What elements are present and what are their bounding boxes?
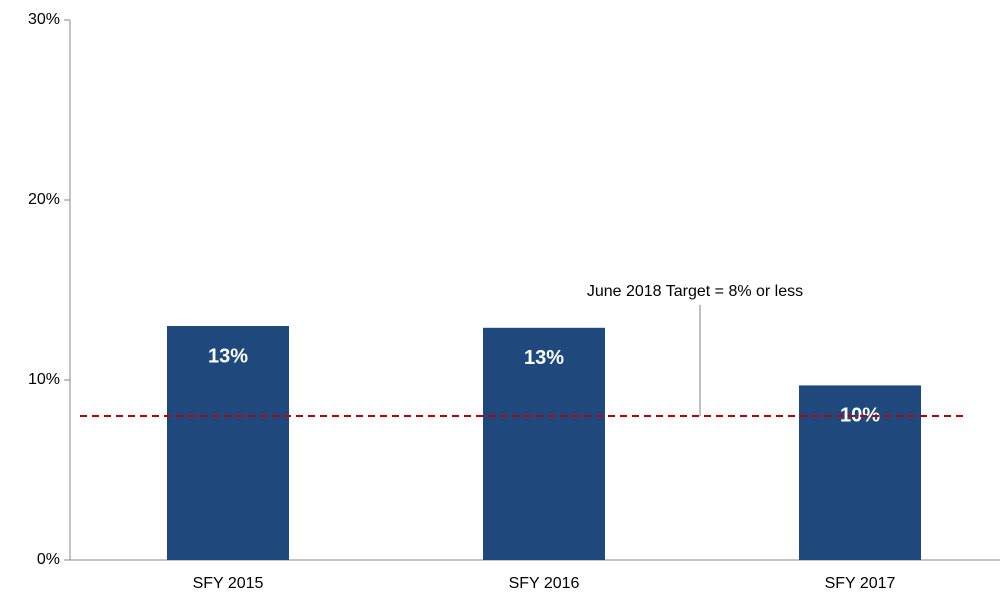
x-tick-label: SFY 2015: [193, 575, 264, 592]
annotation: June 2018 Target = 8% or less: [587, 283, 803, 300]
data-label: 13%: [524, 347, 564, 369]
y-tick-label: 20%: [28, 191, 60, 208]
y-tick-label: 0%: [37, 551, 60, 568]
x-tick-label: SFY 2016: [509, 575, 580, 592]
bar: [483, 327, 605, 560]
y-tick-label: 10%: [28, 371, 60, 388]
data-label: 13%: [208, 345, 248, 367]
x-tick-label: SFY 2017: [825, 575, 896, 592]
bar: [799, 385, 921, 560]
y-tick-label: 30%: [28, 11, 60, 28]
bar: [167, 326, 289, 560]
